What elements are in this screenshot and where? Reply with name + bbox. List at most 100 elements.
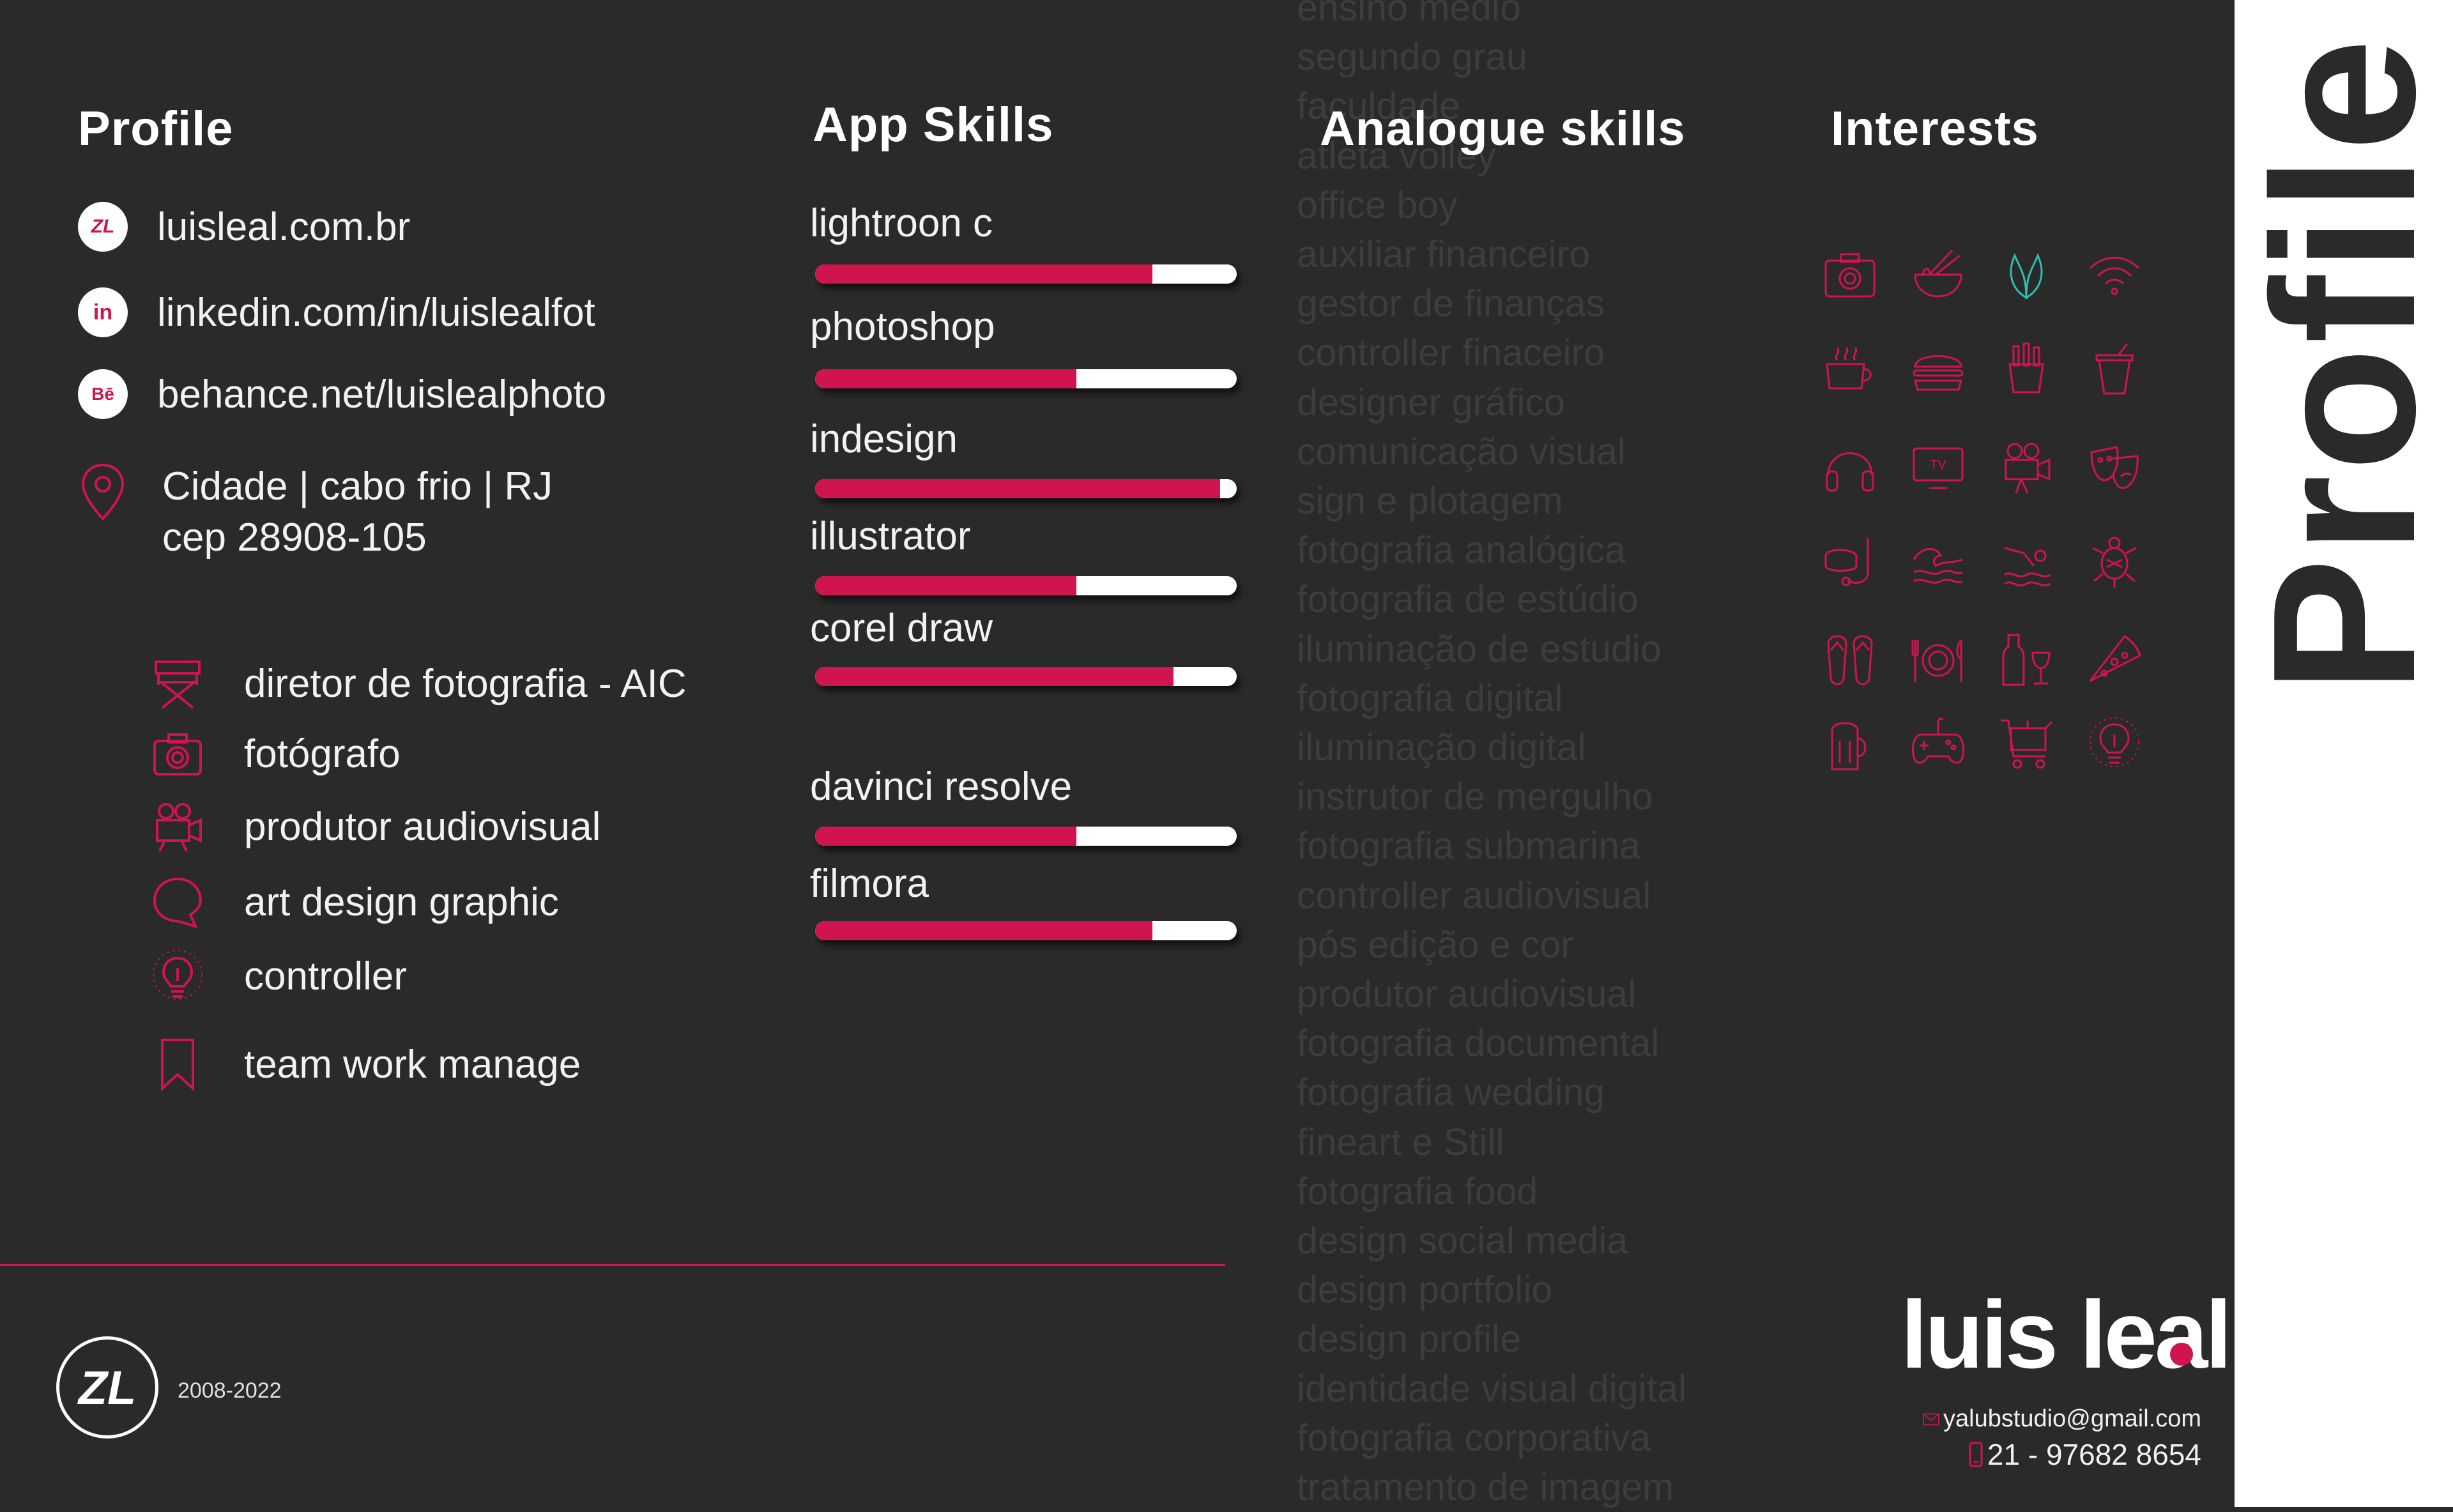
analogue-skill-item: instrutor de mergulho <box>1297 775 1653 818</box>
address-block: Cidade | cabo frio | RJ cep 28908-105 <box>162 461 553 563</box>
analogue-skill-item: design portfolio <box>1297 1269 1553 1311</box>
analogue-skill-item: fotografia submarina <box>1297 825 1640 867</box>
linkedin-link[interactable]: in linkedin.com/in/luislealfot <box>78 287 595 337</box>
analogue-skill-item: faculdade <box>1297 85 1460 128</box>
phone-icon <box>1969 1442 1983 1467</box>
video-camera-icon <box>1998 439 2054 496</box>
wifi-icon <box>2086 247 2143 303</box>
role-label: fotógrafo <box>244 731 401 776</box>
location-pin-icon <box>81 463 125 521</box>
skill-bar-fill <box>815 369 1077 388</box>
skill-label: filmora <box>810 862 929 906</box>
role-label: team work manage <box>244 1042 581 1087</box>
website-link[interactable]: ZL luisleal.com.br <box>78 202 410 252</box>
analogue-skill-item: fotografia wedding <box>1297 1071 1605 1114</box>
analogue-skill-item: atleta volley <box>1297 134 1496 177</box>
behance-link[interactable]: Bē behance.net/luislealphoto <box>78 369 606 419</box>
role-item: diretor de fotografia - AIC <box>151 657 687 710</box>
email-row[interactable]: yalubstudio@gmail.com <box>1923 1405 2201 1433</box>
tv-label: TV <box>1930 458 1946 472</box>
analogue-skill-item: sign e plotagem <box>1297 480 1563 523</box>
brand-name-part1: luis le <box>1900 1281 2157 1388</box>
analogue-skill-item: fineart e Still <box>1297 1120 1504 1163</box>
sidebar-title: Profile <box>2231 34 2453 694</box>
analogue-skill-item: ensino médio <box>1297 0 1521 29</box>
footer-divider <box>0 1264 1225 1266</box>
role-item: art design graphic <box>151 875 559 929</box>
pizza-icon <box>2086 631 2143 687</box>
analogue-skill-item: identidade visual digital <box>1297 1367 1687 1410</box>
skill-bar-fill <box>815 479 1220 498</box>
analogue-skill-item: controller finaceiro <box>1297 332 1605 374</box>
skill-bar-fill <box>815 576 1077 595</box>
role-item: fotógrafo <box>151 727 401 781</box>
analogue-skill-item: auxiliar financeiro <box>1297 233 1591 276</box>
headphones-icon <box>1822 439 1878 496</box>
analogue-skill-item: designer gráfico <box>1297 381 1565 424</box>
skill-bar <box>815 369 1237 388</box>
role-label: controller <box>244 954 407 998</box>
beer-icon <box>1822 715 1878 772</box>
skill-bar-fill <box>815 667 1173 686</box>
analogue-skill-item: iluminação digital <box>1297 726 1586 769</box>
camera-icon <box>153 733 202 775</box>
analogue-skill-item: fotografia food <box>1297 1170 1538 1212</box>
skill-bar <box>815 264 1237 284</box>
skill-label: illustrator <box>810 514 971 558</box>
skill-bar <box>815 827 1237 846</box>
analogue-skill-item: produtor audiovisual <box>1297 973 1637 1016</box>
analogue-skill-item: fotografia digital <box>1297 676 1563 719</box>
skill-label: corel draw <box>810 606 993 650</box>
camera-icon <box>1822 247 1878 303</box>
drink-icon <box>2086 341 2143 397</box>
analogue-skill-item: fotografia analógica <box>1297 529 1626 572</box>
coffee-icon <box>1822 341 1878 397</box>
footer-years: 2008-2022 <box>178 1378 282 1403</box>
skill-bar-fill <box>815 264 1152 284</box>
analogue-skill-item: pós edição e cor <box>1297 923 1573 966</box>
skill-bar <box>815 479 1237 498</box>
interests-heading: Interests <box>1831 102 2039 156</box>
role-label: diretor de fotografia - AIC <box>244 661 687 706</box>
role-item: controller <box>151 949 407 1003</box>
gamepad-icon <box>1910 715 1966 772</box>
skill-label: indesign <box>810 417 958 461</box>
lightbulb-icon <box>2086 715 2143 772</box>
speech-bubble-icon <box>153 877 203 929</box>
burger-icon <box>1910 341 1966 397</box>
website-label: luisleal.com.br <box>157 204 411 249</box>
skill-bar-fill <box>815 827 1077 846</box>
brand-dot <box>2169 1343 2193 1366</box>
lightbulb-icon <box>153 950 203 1000</box>
phone-row[interactable]: 21 - 97682 8654 <box>1923 1437 2201 1472</box>
role-label: produtor audiovisual <box>244 804 601 849</box>
analogue-skills-heading: Analogue skills <box>1320 102 1686 156</box>
brand-dot-a: a <box>2154 1281 2208 1388</box>
linkedin-icon: in <box>78 287 128 337</box>
phone-text: 21 - 97682 8654 <box>1987 1438 2201 1471</box>
analogue-skill-item: segundo grau <box>1297 36 1527 79</box>
flip-flops-icon <box>1822 631 1878 687</box>
skill-label: photoshop <box>810 305 995 349</box>
footer-logo-icon: ZL <box>56 1336 158 1439</box>
diving-mask-icon <box>1822 534 1878 590</box>
app-skills-heading: App Skills <box>813 98 1054 152</box>
wine-icon <box>1998 631 2054 687</box>
noodles-icon <box>1910 247 1966 303</box>
role-label: art design graphic <box>244 880 559 924</box>
analogue-skill-item: iluminação de estudio <box>1297 627 1662 670</box>
skill-label: davinci resolve <box>810 765 1073 809</box>
plate-cutlery-icon <box>1910 631 1966 687</box>
bookmark-icon <box>161 1039 194 1091</box>
swimmer-icon <box>1998 534 2054 590</box>
turtle-icon <box>2086 534 2143 590</box>
logo-icon: ZL <box>78 202 128 252</box>
role-item: team work manage <box>151 1037 581 1091</box>
skill-label: lightroon c <box>810 201 993 245</box>
behance-icon: Bē <box>78 369 128 419</box>
address-line2: cep 28908-105 <box>162 515 427 560</box>
skill-bar <box>815 667 1237 686</box>
video-camera-icon <box>156 803 202 851</box>
email-text: yalubstudio@gmail.com <box>1943 1405 2201 1432</box>
skill-bar <box>815 921 1237 940</box>
